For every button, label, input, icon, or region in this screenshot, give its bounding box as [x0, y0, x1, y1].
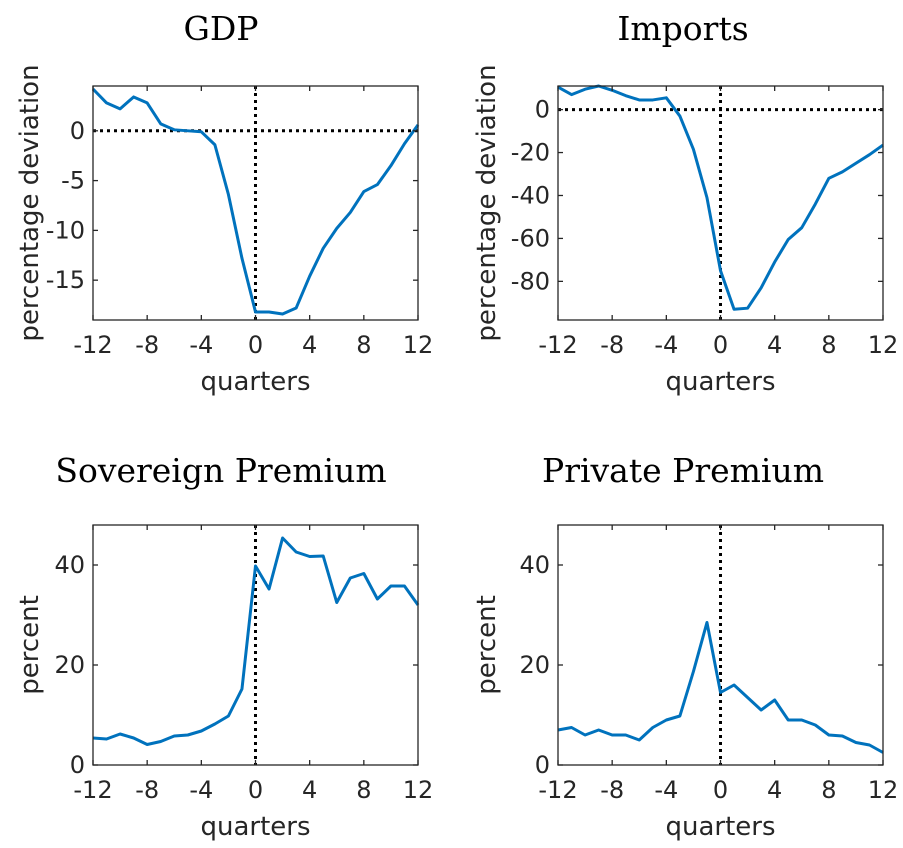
- x-axis-label: quarters: [665, 812, 775, 842]
- y-tick-label: 0: [70, 117, 85, 145]
- x-axis-label: quarters: [200, 812, 310, 842]
- x-tick-label: 12: [403, 776, 434, 804]
- y-tick-label: 0: [535, 751, 550, 779]
- chart-title: Imports: [617, 9, 748, 48]
- x-tick-label: 0: [248, 776, 263, 804]
- y-tick-label: 0: [535, 96, 550, 124]
- x-tick-label: -8: [135, 331, 159, 359]
- y-axis-label: percent: [15, 595, 45, 695]
- x-axis-label: quarters: [665, 367, 775, 397]
- chart-2: Sovereign Premium -12 -8 -4 0 4 8 12 0 20 40 quarte…: [15, 451, 433, 842]
- y-tick-label: 40: [54, 551, 85, 579]
- y-tick-label: -80: [511, 267, 550, 295]
- y-tick-label: 40: [519, 551, 550, 579]
- x-tick-label: 12: [403, 331, 434, 359]
- x-tick-label: 0: [713, 331, 728, 359]
- chart-title: Private Premium: [542, 451, 824, 490]
- chart-3: Private Premium -12 -8 -4 0 4 8 12 0 20 40 quarters…: [472, 451, 898, 842]
- x-tick-label: 0: [248, 331, 263, 359]
- x-tick-label: -4: [189, 331, 213, 359]
- x-tick-label: 4: [767, 331, 782, 359]
- x-tick-label: -12: [538, 331, 577, 359]
- x-tick-label: -4: [654, 331, 678, 359]
- x-tick-label: -8: [600, 331, 624, 359]
- x-tick-label: -8: [600, 776, 624, 804]
- x-tick-label: 8: [821, 331, 836, 359]
- series-line: [557, 621, 884, 754]
- y-tick-label: 20: [54, 651, 85, 679]
- x-tick-label: 12: [868, 776, 899, 804]
- x-tick-label: 0: [713, 776, 728, 804]
- series-line: [91, 87, 420, 316]
- y-axis-label: percentage deviation: [15, 64, 45, 341]
- x-tick-label: -4: [654, 776, 678, 804]
- y-tick-label: -40: [511, 181, 550, 209]
- x-tick-label: 8: [356, 776, 371, 804]
- chart-0: GDP -12 -8 -4 0 4 8 12 -15 -10 -5 0 quarters percenta…: [15, 9, 433, 397]
- x-tick-label: 8: [356, 331, 371, 359]
- x-tick-label: -12: [538, 776, 577, 804]
- y-tick-label: -10: [46, 216, 85, 244]
- x-tick-label: -12: [73, 776, 112, 804]
- y-tick-label: -5: [61, 167, 85, 195]
- chart-title: GDP: [183, 9, 258, 48]
- x-tick-label: 4: [302, 331, 317, 359]
- x-tick-label: 8: [821, 776, 836, 804]
- y-axis-label: percentage deviation: [472, 64, 502, 341]
- series-line: [92, 536, 420, 746]
- x-tick-label: 4: [767, 776, 782, 804]
- y-tick-label: 0: [70, 751, 85, 779]
- y-tick-label: -20: [511, 139, 550, 167]
- chart-1: Imports-12 -8 -4 0 4 8 12-80-60-40-200quarters…: [472, 9, 898, 397]
- x-tick-label: 12: [868, 331, 899, 359]
- y-tick-label: 20: [519, 651, 550, 679]
- x-tick-label: -8: [135, 776, 159, 804]
- chart-title: Sovereign Premium: [55, 451, 386, 490]
- x-tick-label: -12: [73, 331, 112, 359]
- x-tick-label: 4: [302, 776, 317, 804]
- x-tick-label: -4: [189, 776, 213, 804]
- y-axis-label: percent: [472, 595, 502, 695]
- y-tick-label: -60: [511, 224, 550, 252]
- y-tick-label: -15: [46, 266, 85, 294]
- x-axis-label: quarters: [200, 367, 310, 397]
